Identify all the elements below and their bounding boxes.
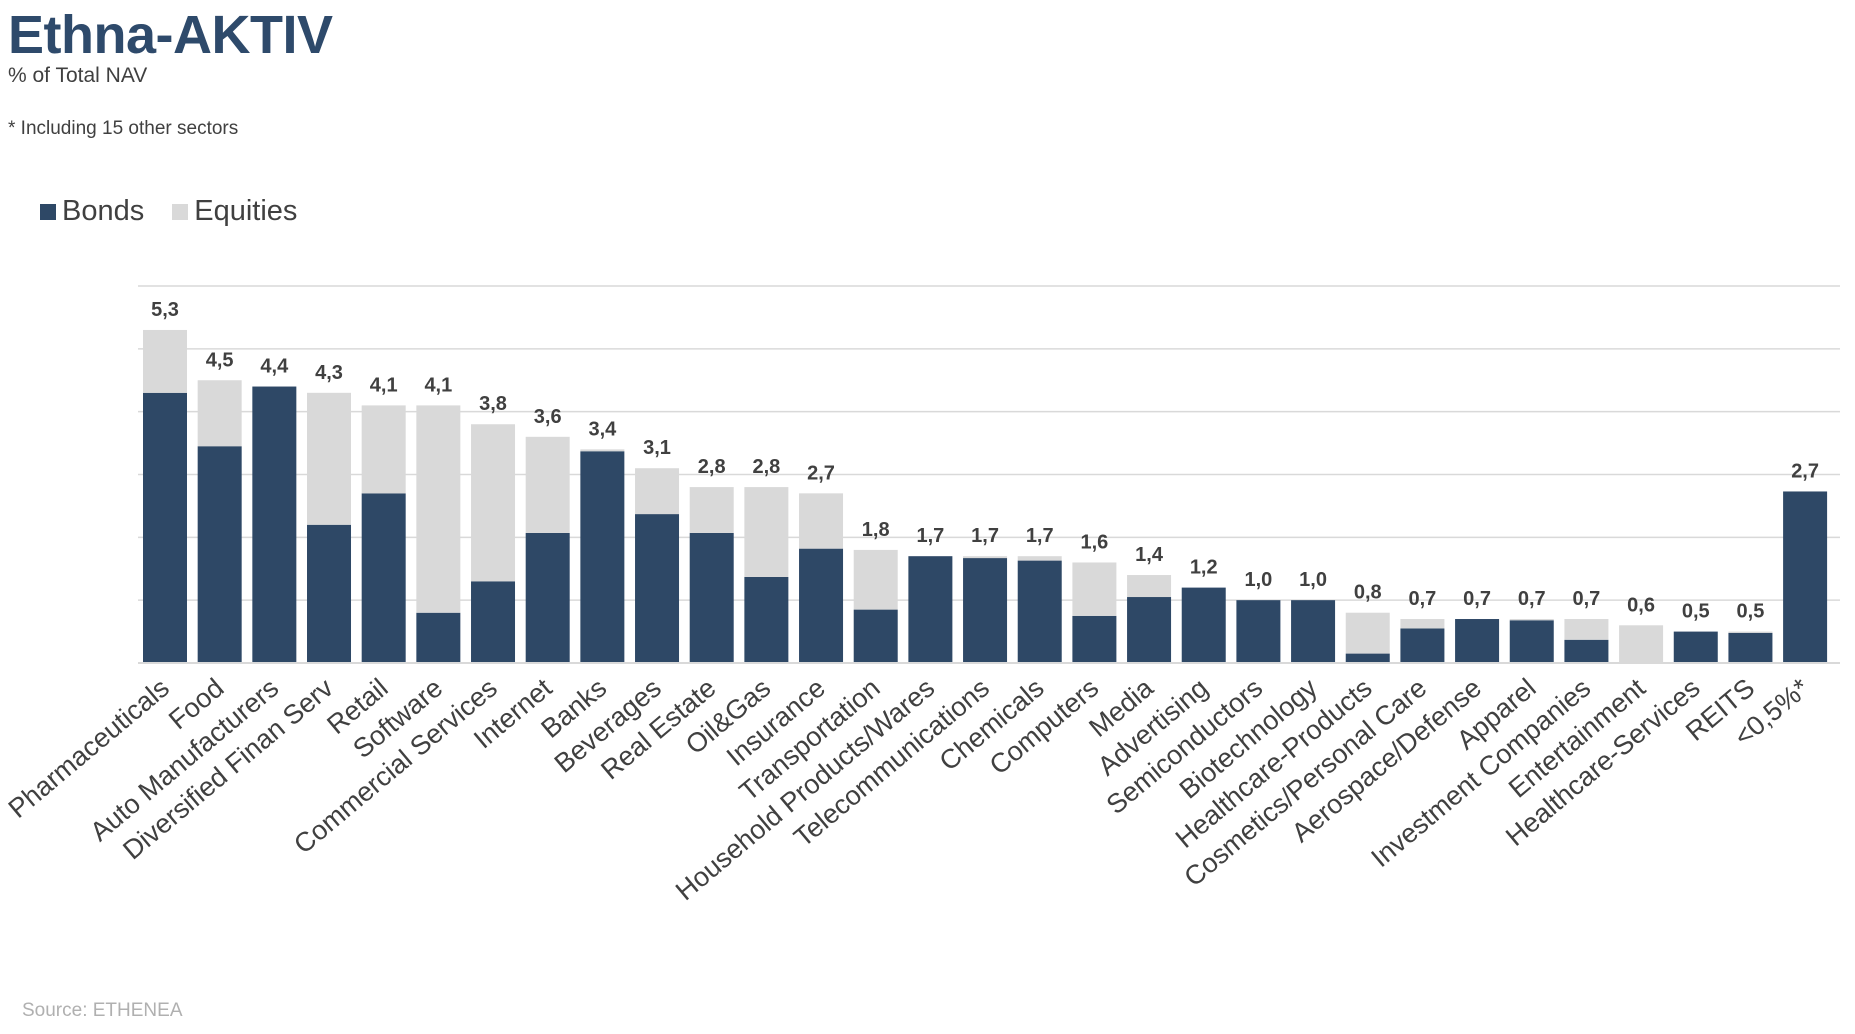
bar-bonds-6 [471,581,516,663]
bar-equities-11 [744,487,789,577]
bar-equities-13 [853,549,898,610]
bar-bonds-8 [580,451,625,663]
data-label-total: 1,0 [1244,569,1272,591]
bar-bonds-25 [1509,620,1554,663]
legend-item-bonds: Bonds [40,195,144,228]
bar-bonds-20 [1236,600,1281,663]
bar-bonds-4 [361,493,406,663]
data-label-total: 5,3 [151,299,179,321]
data-label-total: 0,7 [1463,588,1491,610]
data-label-total: 3,6 [534,406,562,428]
bar-bonds-5 [416,612,461,663]
bar-bonds-17 [1072,615,1117,663]
bar-bonds-9 [635,514,680,663]
chart-footnote: * Including 15 other sectors [8,118,239,139]
data-label-total: 1,4 [1135,544,1164,566]
bar-bonds-13 [853,609,898,663]
bar-bonds-23 [1400,628,1445,663]
bar-bonds-1 [197,446,242,663]
bar-equities-7 [525,436,570,533]
data-label-total: 4,5 [206,349,234,371]
bar-bonds-14 [908,556,953,663]
data-label-total: 1,7 [971,525,999,547]
bar-bonds-0 [143,392,187,663]
bar-bonds-11 [744,576,789,663]
bar-equities-22 [1345,612,1390,654]
bar-equities-4 [361,405,406,494]
bar-equities-5 [416,405,461,613]
bar-equities-15 [963,556,1008,559]
bar-equities-26 [1564,619,1609,640]
data-label-total: 2,7 [807,462,835,484]
bar-bonds-21 [1291,600,1336,663]
data-label-total: 2,7 [1791,460,1819,482]
bar-equities-1 [197,380,242,447]
bar-bonds-12 [799,548,844,663]
bar-equities-23 [1400,619,1445,629]
bar-equities-18 [1127,575,1172,598]
data-label-total: 1,8 [862,519,890,541]
bar-bonds-15 [963,558,1008,663]
bar-bonds-16 [1017,560,1062,663]
data-label-total: 1,7 [916,525,944,547]
data-label-total: 1,7 [1026,525,1054,547]
data-label-total: 0,6 [1627,594,1655,616]
chart-source: Source: ETHENEA [22,1000,183,1021]
data-label-total: 3,4 [588,418,617,440]
legend-swatch-bonds [40,203,56,220]
legend-label-equities: Equities [194,195,298,227]
data-label-total: 0,8 [1354,582,1382,604]
bar-bonds-19 [1181,587,1226,663]
bar-equities-29 [1728,631,1773,633]
data-label-total: 4,4 [260,356,289,378]
bar-bonds-29 [1728,632,1773,663]
bar-bonds-3 [307,524,352,663]
bar-equities-9 [635,468,680,515]
data-label-total: 1,0 [1299,569,1327,591]
bar-bonds-26 [1564,639,1609,663]
data-label-total: 3,1 [643,437,671,459]
data-label-total: 1,2 [1190,557,1218,579]
bar-equities-0 [143,329,187,393]
bar-bonds-28 [1673,631,1718,663]
bar-equities-12 [799,493,844,549]
data-label-total: 0,7 [1518,588,1546,610]
bar-bonds-18 [1127,597,1172,663]
chart-subtitle: % of Total NAV [8,64,148,87]
legend-label-bonds: Bonds [62,195,145,227]
bar-equities-8 [580,449,625,452]
bar-bonds-30 [1783,491,1828,663]
data-label-total: 4,1 [370,374,398,396]
data-label-total: 3,8 [479,393,507,415]
data-label-total: 0,5 [1737,601,1765,623]
data-label-total: 4,1 [424,374,452,396]
bar-bonds-7 [525,532,570,663]
bar-equities-10 [689,487,734,533]
bar-bonds-24 [1455,619,1500,663]
bar-bonds-22 [1345,653,1390,663]
bar-equities-27 [1619,625,1664,663]
data-label-total: 0,7 [1409,588,1437,610]
data-label-total: 4,3 [315,362,343,384]
bar-bonds-10 [689,532,734,663]
data-label-total: 2,8 [698,456,726,478]
bar-equities-17 [1072,562,1117,616]
data-label-total: 2,8 [752,456,780,478]
legend-item-equities: Equities [172,195,297,228]
data-label-total: 1,6 [1080,531,1108,553]
bar-equities-16 [1017,556,1062,561]
chart-legend: Bonds Equities [40,195,325,228]
bar-bonds-2 [252,386,297,663]
legend-swatch-equities [172,203,189,220]
bar-equities-25 [1509,619,1554,621]
chart-title: Ethna-AKTIV [8,5,333,65]
data-label-total: 0,5 [1682,601,1710,623]
bar-equities-3 [307,392,352,525]
data-label-total: 0,7 [1573,588,1601,610]
bar-equities-6 [471,424,516,582]
